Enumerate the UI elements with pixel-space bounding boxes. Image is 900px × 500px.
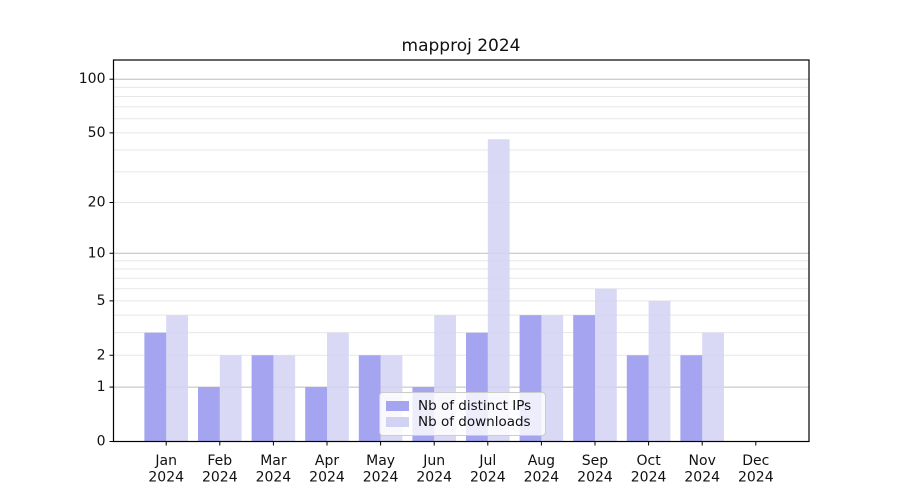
y-tick-label-5: 5	[97, 293, 106, 309]
bar-distinct-ips-sep	[573, 315, 595, 442]
y-tick-label-20: 20	[88, 195, 106, 211]
bar-downloads-sep	[595, 288, 617, 442]
x-tick-label-month-dec: Dec	[742, 453, 769, 469]
x-tick-label-year-jun: 2024	[416, 470, 452, 486]
x-tick-label-year-sep: 2024	[577, 470, 613, 486]
x-tick-label-month-jan: Jan	[154, 453, 177, 469]
bar-downloads-jul	[487, 139, 510, 442]
y-tick-label-2: 2	[97, 347, 106, 363]
bar-downloads-oct	[648, 300, 671, 442]
x-tick-label-month-jul: Jul	[478, 453, 496, 469]
y-tick-label-50: 50	[88, 125, 106, 141]
x-tick-label-month-sep: Sep	[582, 453, 609, 469]
legend-swatch-distinct-ips	[386, 401, 409, 411]
plot-border	[112, 59, 810, 443]
bar-downloads-jan	[166, 315, 188, 442]
legend-label-distinct-ips: Nb of distinct IPs	[418, 398, 532, 414]
bar-distinct-ips-jan	[144, 332, 167, 442]
bar-distinct-ips-mar	[251, 355, 274, 442]
legend-entry-distinct-ips: Nb of distinct IPs	[386, 398, 537, 414]
x-tick-label-year-jan: 2024	[148, 470, 184, 486]
x-tick-label-month-jun: Jun	[422, 453, 445, 469]
x-tick-label-month-may: May	[366, 453, 395, 469]
x-tick-label-month-mar: Mar	[260, 453, 287, 469]
x-tick-label-year-oct: 2024	[631, 470, 667, 486]
x-tick-label-month-apr: Apr	[315, 453, 339, 469]
bar-distinct-ips-may	[358, 355, 381, 442]
x-tick-label-year-nov: 2024	[684, 470, 720, 486]
bar-downloads-aug	[541, 315, 564, 442]
x-tick-label-month-nov: Nov	[689, 453, 716, 469]
legend-entry-downloads: Nb of downloads	[386, 414, 537, 430]
legend-box: Nb of distinct IPs Nb of downloads	[379, 392, 546, 436]
bar-downloads-feb	[219, 355, 242, 442]
bar-distinct-ips-nov	[680, 355, 703, 442]
x-tick-label-year-feb: 2024	[202, 470, 238, 486]
bar-downloads-apr	[327, 332, 349, 442]
y-tick-label-10: 10	[88, 245, 106, 261]
chart-title: mapproj 2024	[401, 36, 521, 56]
y-tick-label-0: 0	[97, 434, 106, 450]
bar-downloads-mar	[273, 355, 296, 442]
x-tick-label-month-feb: Feb	[207, 453, 232, 469]
x-tick-label-year-may: 2024	[363, 470, 399, 486]
y-tick-label-1: 1	[97, 379, 106, 395]
bar-downloads-nov	[702, 332, 724, 442]
bar-distinct-ips-apr	[305, 387, 327, 442]
x-tick-label-year-mar: 2024	[256, 470, 292, 486]
x-tick-label-year-aug: 2024	[524, 470, 560, 486]
y-tick-label-100: 100	[79, 71, 106, 87]
x-tick-label-month-oct: Oct	[636, 453, 661, 469]
bar-distinct-ips-oct	[626, 355, 649, 442]
x-tick-label-month-aug: Aug	[528, 453, 555, 469]
x-tick-label-year-jul: 2024	[470, 470, 506, 486]
x-tick-label-year-dec: 2024	[738, 470, 774, 486]
x-tick-label-year-apr: 2024	[309, 470, 345, 486]
bar-distinct-ips-feb	[198, 387, 220, 442]
legend-swatch-downloads	[386, 417, 409, 427]
legend-label-downloads: Nb of downloads	[418, 414, 531, 430]
